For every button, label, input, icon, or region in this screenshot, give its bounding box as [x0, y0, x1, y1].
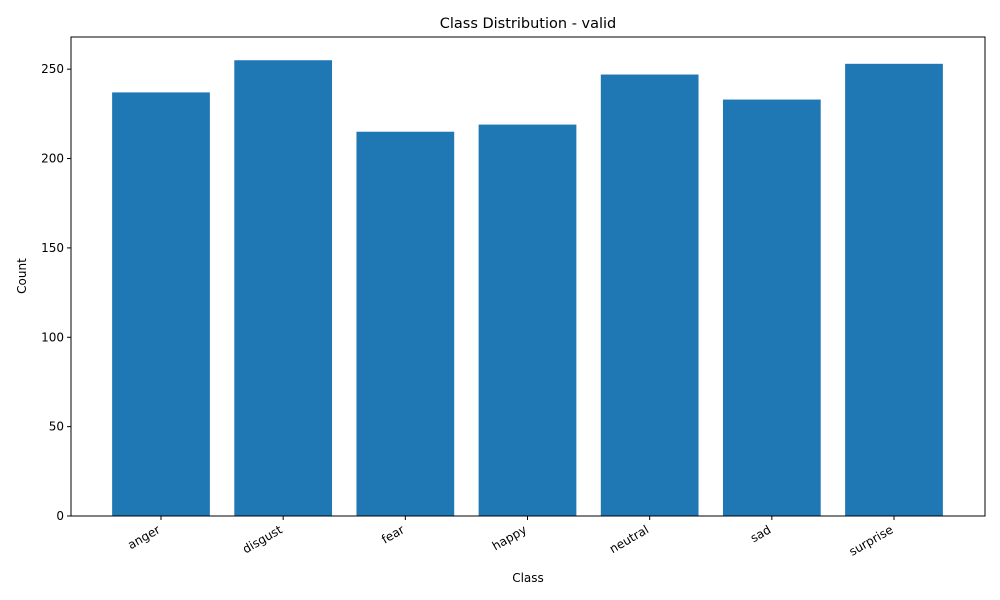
x-tick-label: anger [125, 522, 162, 552]
plot-frame [70, 36, 986, 517]
bars-group [112, 60, 943, 517]
y-tick-label: 200 [41, 152, 64, 166]
bar-fear [356, 131, 455, 517]
bar-anger [112, 92, 210, 517]
y-tick-label: 0 [56, 509, 64, 523]
bar-neutral [600, 74, 699, 517]
x-tick-label: neutral [607, 522, 651, 556]
x-tick-label: fear [379, 522, 407, 546]
y-axis-ticks: 0 50 100 150 200 250 [41, 62, 71, 523]
bar-surprise [845, 63, 943, 517]
x-axis-ticks: anger disgust fear happy neutral sad surprise [125, 516, 896, 559]
chart-title: Class Distribution - valid [440, 16, 617, 32]
x-tick-label: sad [748, 522, 773, 545]
y-tick-label: 150 [41, 241, 64, 255]
y-tick-label: 100 [41, 330, 64, 344]
bar-disgust [234, 60, 333, 516]
x-tick-label: disgust [240, 522, 285, 556]
y-axis-label: Count [15, 258, 29, 294]
y-tick-label: 250 [41, 62, 64, 76]
bar-sad [722, 99, 821, 516]
x-tick-label: happy [490, 522, 529, 553]
y-tick-label: 50 [49, 420, 64, 434]
x-tick-label: surprise [847, 522, 896, 558]
bar-happy [478, 124, 577, 516]
x-axis-label: Class [512, 571, 544, 585]
